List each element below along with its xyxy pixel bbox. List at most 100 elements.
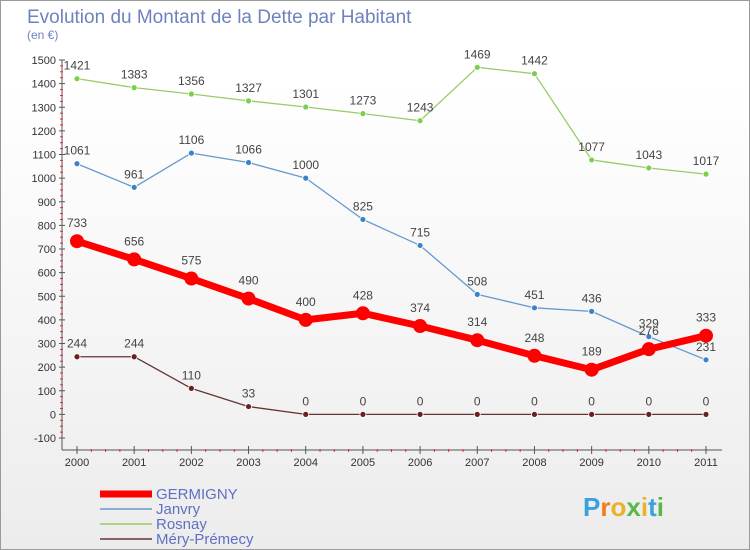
data-point-m-ry-pr-mecy [702, 410, 710, 418]
data-point-m-ry-pr-mecy [73, 353, 81, 361]
y-tick-label: 900 [38, 197, 56, 209]
data-label-germigny: 374 [410, 301, 430, 315]
data-label-janvry: 961 [124, 167, 144, 181]
series-line-janvry [76, 152, 707, 361]
data-label-janvry: 1066 [235, 143, 262, 157]
series-line-m-ry-pr-mecy [77, 356, 706, 416]
brand-logo-letter: t [648, 492, 657, 522]
data-point-janvry [187, 149, 195, 157]
data-label-janvry: 436 [582, 291, 602, 305]
data-point-rosnay [702, 170, 710, 178]
data-label-germigny: 428 [353, 288, 373, 302]
data-label-m-ry-pr-mecy: 0 [302, 394, 309, 408]
series-layer: 1421 1383 1356 1327 1301 1273 1243 1469 1442 1077… [64, 47, 720, 418]
y-tick-label: 1200 [32, 126, 56, 138]
data-label-m-ry-pr-mecy: 110 [182, 368, 201, 382]
data-label-germigny: 333 [696, 311, 716, 325]
brand-logo-letter: o [610, 492, 626, 522]
data-point-germigny [298, 312, 313, 327]
brand-logo-text: Proxiti [583, 492, 664, 522]
data-label-germigny: 490 [239, 274, 259, 288]
data-point-m-ry-pr-mecy [531, 410, 538, 418]
data-label-rosnay: 1017 [693, 154, 720, 168]
y-tick-label: 500 [38, 291, 56, 303]
data-point-m-ry-pr-mecy [187, 384, 195, 392]
data-point-germigny [699, 328, 713, 343]
y-tick-label: -100 [34, 433, 56, 445]
data-point-m-ry-pr-mecy [130, 353, 138, 361]
data-point-germigny [413, 319, 428, 334]
data-point-germigny [355, 306, 370, 321]
data-label-germigny: 189 [582, 345, 602, 359]
x-tick-label: 2010 [637, 457, 661, 469]
data-point-rosnay [588, 156, 596, 164]
x-tick-label: 2009 [579, 457, 603, 469]
axes: -100010020030040050060070080090010001100… [32, 55, 722, 469]
data-label-germigny: 575 [181, 254, 201, 268]
data-point-janvry [473, 290, 481, 298]
x-tick-label: 2004 [293, 457, 317, 469]
data-point-germigny [241, 291, 256, 306]
data-label-germigny: 656 [124, 234, 144, 248]
data-label-m-ry-pr-mecy: 0 [645, 394, 652, 408]
data-point-janvry [531, 304, 538, 312]
data-point-germigny [184, 271, 199, 286]
data-point-m-ry-pr-mecy [645, 410, 653, 418]
y-tick-label: 1400 [32, 79, 56, 91]
data-point-rosnay [187, 90, 195, 98]
data-label-m-ry-pr-mecy: 0 [360, 394, 367, 408]
data-label-rosnay: 1043 [635, 148, 662, 162]
y-tick-label: 1300 [32, 102, 56, 114]
x-tick-label: 2007 [465, 457, 489, 469]
data-label-rosnay: 1469 [464, 47, 491, 61]
data-label-janvry: 451 [524, 288, 544, 302]
data-label-rosnay: 1273 [350, 94, 377, 108]
data-point-janvry [130, 183, 138, 191]
data-label-germigny: 248 [524, 331, 544, 345]
data-point-rosnay [73, 75, 81, 83]
data-label-germigny: 400 [296, 295, 316, 309]
data-point-m-ry-pr-mecy [416, 410, 424, 418]
data-point-rosnay [359, 110, 367, 118]
x-tick-label: 2011 [694, 457, 718, 469]
x-tick-label: 2008 [522, 457, 546, 469]
data-point-janvry [416, 242, 424, 249]
data-point-rosnay [473, 63, 481, 71]
data-label-germigny: 314 [467, 315, 487, 329]
data-label-germigny: 276 [639, 324, 659, 338]
data-point-germigny [70, 234, 84, 249]
y-tick-label: 800 [38, 220, 56, 232]
data-point-m-ry-pr-mecy [588, 410, 596, 418]
legend-label: Rosnay [156, 516, 207, 533]
data-label-rosnay: 1327 [235, 81, 262, 95]
data-point-m-ry-pr-mecy [245, 403, 252, 410]
y-tick-label: 400 [38, 315, 56, 327]
x-tick-label: 2006 [408, 457, 432, 469]
brand-logo-letter: i [641, 492, 648, 522]
legend-label: GERMIGNY [156, 486, 238, 503]
x-tick-label: 2002 [179, 457, 203, 469]
legend-label: Méry-Prémecy [156, 531, 254, 548]
y-tick-label: 300 [38, 339, 56, 351]
data-point-janvry [359, 216, 367, 223]
data-label-rosnay: 1442 [521, 54, 548, 68]
data-point-germigny [641, 342, 656, 357]
y-tick-label: 700 [38, 244, 56, 256]
data-label-janvry: 715 [410, 225, 430, 239]
chart-subtitle: (en €) [27, 28, 58, 42]
data-point-rosnay [302, 103, 310, 111]
data-label-rosnay: 1243 [407, 101, 434, 115]
data-point-rosnay [416, 117, 424, 125]
data-label-m-ry-pr-mecy: 244 [124, 337, 144, 351]
data-point-germigny [527, 348, 542, 363]
data-label-m-ry-pr-mecy: 0 [588, 394, 595, 408]
data-label-m-ry-pr-mecy: 0 [531, 394, 538, 408]
data-point-rosnay [245, 97, 252, 105]
y-tick-label: 100 [38, 386, 56, 398]
data-point-janvry [645, 333, 653, 341]
data-point-germigny [584, 362, 599, 377]
data-label-rosnay: 1356 [178, 74, 205, 88]
data-label-rosnay: 1301 [292, 87, 319, 101]
